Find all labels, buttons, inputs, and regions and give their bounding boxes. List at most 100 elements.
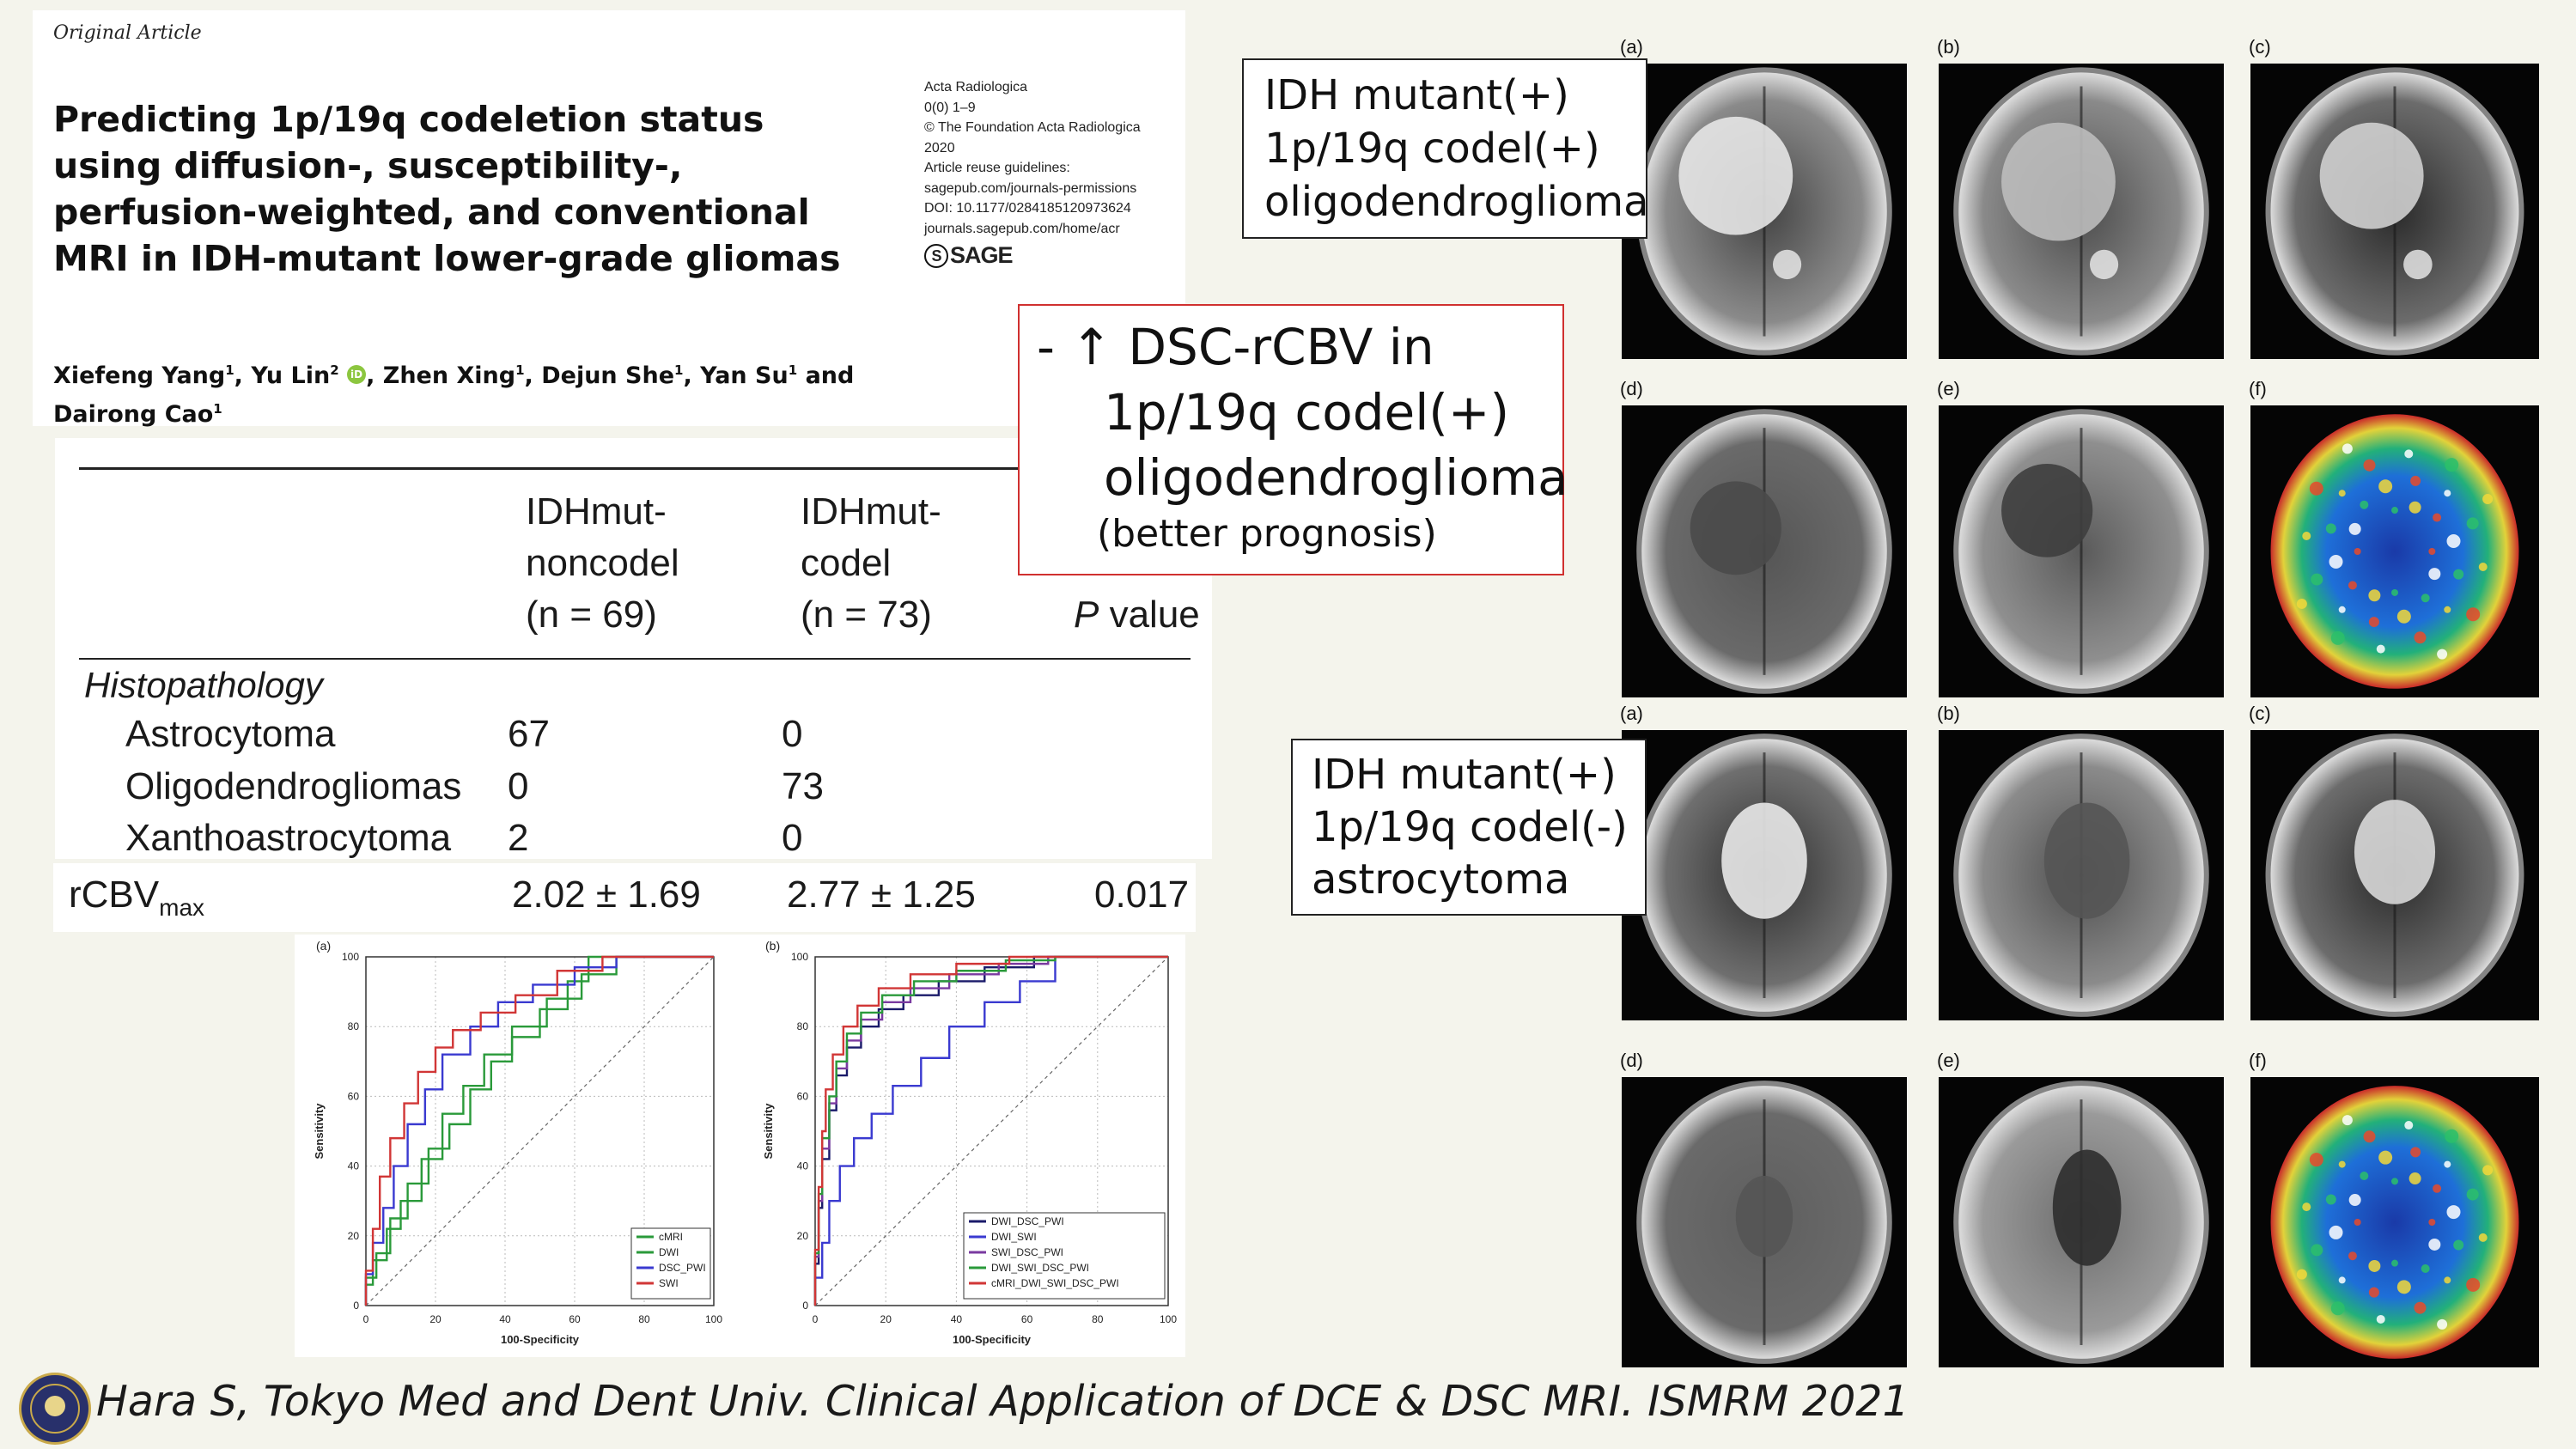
callout-line: astrocytoma <box>1312 855 1570 904</box>
table-cell-noncodel: 67 <box>508 713 550 755</box>
table-cell-codel: 0 <box>782 817 803 859</box>
roc-charts-svg: (a)002020404060608080100100100-Specifici… <box>313 939 1177 1346</box>
university-logo <box>19 1373 91 1445</box>
section-histopathology: Histopathology <box>84 665 323 705</box>
legend-label: SWI <box>659 1277 679 1289</box>
table-header-rule <box>79 658 1191 660</box>
journal-line: Acta Radiologica <box>924 80 1028 94</box>
astrocytoma-callout: IDH mutant(+) 1p/19q codel(-) astrocytom… <box>1291 739 1647 916</box>
callout-line: 1p/19q codel(+) <box>1264 125 1600 173</box>
table-cell-codel: 0 <box>782 713 803 755</box>
x-tick-label: 80 <box>638 1313 650 1325</box>
mri-image <box>2250 405 2539 697</box>
author: Yu Lin2 iD, <box>251 362 383 389</box>
x-tick-label: 40 <box>499 1313 511 1325</box>
plot-frame <box>814 956 1169 1306</box>
mri-image <box>1939 1077 2224 1367</box>
journal-line: 0(0) 1–9 <box>924 100 976 115</box>
x-tick-label: 60 <box>569 1313 581 1325</box>
publisher-logo: S SAGE <box>924 244 1141 268</box>
journal-line: Article reuse guidelines: <box>924 161 1070 175</box>
panel-label: (f) <box>2249 378 2267 399</box>
panel-label: (b) <box>1937 703 1960 724</box>
legend-label: cMRI <box>659 1231 683 1243</box>
x-tick-label: 100 <box>705 1313 722 1325</box>
orcid-icon: iD <box>347 365 367 384</box>
legend-label: cMRI_DWI_SWI_DSC_PWI <box>991 1277 1119 1289</box>
sage-icon: S <box>924 244 948 268</box>
y-tick-label: 20 <box>348 1230 360 1242</box>
citation: Hara S, Tokyo Med and Dent Univ. Clinica… <box>96 1377 1909 1426</box>
legend-box <box>630 1227 711 1300</box>
y-tick-label: 40 <box>797 1160 809 1172</box>
callout-line: oligodendroglioma <box>1264 178 1649 226</box>
section-label: Original Article <box>53 22 202 44</box>
panel-label: (a) <box>1620 703 1643 724</box>
journal-line: 2020 <box>924 140 955 155</box>
roc-curve-dwi <box>364 955 714 1306</box>
table-row-label: Oligodendrogliomas <box>125 765 462 807</box>
legend-label: DWI_SWI_DSC_PWI <box>991 1262 1089 1274</box>
mri-image <box>1939 405 2224 697</box>
chart-panel-label: (a) <box>316 939 331 953</box>
x-tick-label: 20 <box>429 1313 442 1325</box>
callout-line: 1p/19q codel(-) <box>1312 803 1628 851</box>
y-axis-label: Sensitivity <box>762 1103 775 1160</box>
callout-line: IDH mutant(+) <box>1264 71 1569 119</box>
y-tick-label: 0 <box>802 1300 808 1312</box>
x-tick-label: 80 <box>1092 1313 1104 1325</box>
mri-image <box>1622 730 1907 1020</box>
mri-image <box>2250 1077 2539 1367</box>
article-header: Original Article Predicting 1p/19q codel… <box>33 10 1185 428</box>
table-row-label: Astrocytoma <box>125 713 336 755</box>
panel-label: (a) <box>1620 36 1643 58</box>
rcbv-label: rCBVmax <box>69 874 205 921</box>
y-tick-label: 0 <box>353 1300 359 1312</box>
table-cell-noncodel: 2 <box>508 817 529 859</box>
table-top-rule <box>79 467 1191 470</box>
mri-image <box>1622 405 1907 697</box>
journal-line: © The Foundation Acta Radiologica <box>924 120 1141 135</box>
legend-label: DWI_SWI <box>991 1231 1037 1243</box>
author: Xiefeng Yang1, <box>53 362 252 389</box>
reference-diagonal <box>814 956 1169 1306</box>
rcbv-pvalue: 0.017 <box>1094 874 1190 916</box>
callout-line: IDH mutant(+) <box>1312 751 1617 799</box>
panel-label: (e) <box>1937 378 1960 399</box>
callout-line: - ↑ DSC-rCBV in <box>1037 318 1434 376</box>
x-tick-label: 60 <box>1021 1313 1033 1325</box>
plot-frame <box>365 956 715 1306</box>
x-tick-label: 20 <box>880 1313 892 1325</box>
author: Zhen Xing1, <box>382 362 542 389</box>
roc-curve-cmri-dwi-swi-dsc-pwi <box>813 955 1168 1306</box>
table-cell-codel: 73 <box>782 765 824 807</box>
x-tick-label: 0 <box>813 1313 819 1325</box>
journal-info: Acta Radiologica 0(0) 1–9 © The Foundati… <box>924 77 1141 268</box>
rcbv-noncodel-value: 2.02 ± 1.69 <box>512 874 701 916</box>
panel-label: (c) <box>2249 703 2271 724</box>
callout-line: 1p/19q codel(+) <box>1104 383 1510 441</box>
legend-label: SWI_DSC_PWI <box>991 1246 1063 1258</box>
rcbv-finding-callout: - ↑ DSC-rCBV in 1p/19q codel(+) oligoden… <box>1018 304 1568 575</box>
table-row-label: Xanthoastrocytoma <box>125 817 452 859</box>
journal-line: journals.sagepub.com/home/acr <box>924 221 1120 236</box>
panel-label: (c) <box>2249 36 2271 58</box>
col-header-codel: IDHmut-codel (n = 73) <box>801 490 941 636</box>
y-tick-label: 80 <box>797 1020 809 1032</box>
x-tick-label: 40 <box>951 1313 963 1325</box>
legend-label: DWI <box>659 1246 679 1258</box>
mri-image <box>1622 64 1907 359</box>
author: Yan Su1 and <box>700 362 855 389</box>
author-list: Xiefeng Yang1, Yu Lin2 iD, Zhen Xing1, D… <box>53 354 912 431</box>
journal-line: DOI: 10.1177/0284185120973624 <box>924 201 1131 216</box>
y-tick-label: 100 <box>342 951 359 963</box>
roc-curve-swi <box>364 955 714 1306</box>
roc-figure: (a) 0 0 20 20 40 40 60 60 80 80 100 100 100-Specifici… <box>295 935 1185 1357</box>
panel-label: (d) <box>1620 378 1643 399</box>
x-axis-label: 100-Specificity <box>501 1333 580 1346</box>
y-tick-label: 20 <box>797 1230 809 1242</box>
x-tick-label: 0 <box>363 1313 369 1325</box>
x-axis-label: 100-Specificity <box>953 1333 1032 1346</box>
author: Dejun She1, <box>541 362 701 389</box>
y-tick-label: 80 <box>348 1020 360 1032</box>
